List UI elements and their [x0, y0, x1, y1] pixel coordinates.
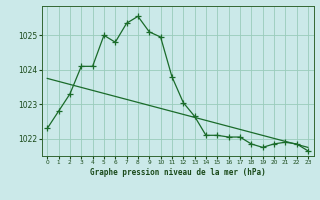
X-axis label: Graphe pression niveau de la mer (hPa): Graphe pression niveau de la mer (hPa) — [90, 168, 266, 177]
